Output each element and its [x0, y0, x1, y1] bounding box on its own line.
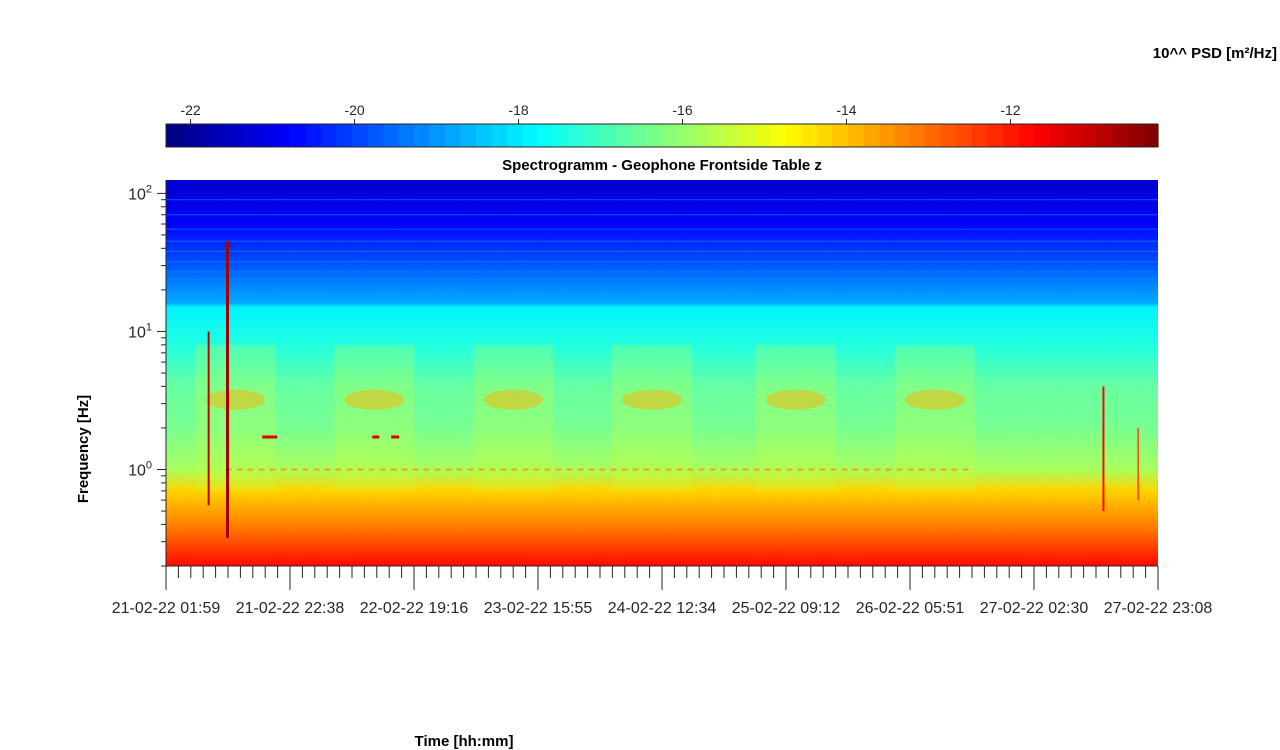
colorbar-swatch: [894, 124, 911, 147]
colorbar-swatch: [677, 124, 694, 147]
colorbar-swatch: [383, 124, 400, 147]
colorbar-swatch: [445, 124, 462, 147]
colorbar-swatch: [305, 124, 322, 147]
colorbar-swatch: [181, 124, 198, 147]
colorbar-swatch: [1065, 124, 1082, 147]
colorbar-swatch: [956, 124, 973, 147]
colorbar-swatch: [398, 124, 415, 147]
colorbar-swatch: [910, 124, 927, 147]
colorbar-swatch: [941, 124, 958, 147]
colorbar-label: 10^^ PSD [m²/Hz]: [1153, 45, 1277, 62]
colorbar-swatch: [646, 124, 663, 147]
colorbar-swatch: [197, 124, 214, 147]
colorbar-swatch: [584, 124, 601, 147]
colorbar-swatch: [863, 124, 880, 147]
colorbar-swatch: [1049, 124, 1066, 147]
colorbar-swatch: [724, 124, 741, 147]
colorbar-swatch: [987, 124, 1004, 147]
colorbar-swatch: [972, 124, 989, 147]
colorbar-swatch: [569, 124, 586, 147]
x-tick-label: 22-02-22 19:16: [360, 600, 469, 617]
colorbar-swatch: [832, 124, 849, 147]
colorbar-swatch: [166, 124, 183, 147]
colorbar-swatch: [1096, 124, 1113, 147]
colorbar-swatch: [367, 124, 384, 147]
colorbar-swatch: [429, 124, 446, 147]
x-axis: 21-02-22 01:59 21-02-22 22:38 22-02-22 19:…: [112, 565, 1213, 617]
colorbar-swatch: [336, 124, 353, 147]
colorbar-tick-label: -14: [836, 102, 856, 118]
colorbar-swatch: [553, 124, 570, 147]
colorbar-swatch: [1003, 124, 1020, 147]
x-tick-label: 27-02-22 02:30: [980, 600, 1089, 617]
colorbar-swatch: [925, 124, 942, 147]
colorbar-swatch: [321, 124, 338, 147]
colorbar-swatch: [1018, 124, 1035, 147]
colorbar-swatch: [817, 124, 834, 147]
colorbar-swatch: [879, 124, 896, 147]
colorbar-swatch: [212, 124, 229, 147]
colorbar-frame: [165, 123, 1159, 148]
x-tick-label: 27-02-22 23:08: [1104, 600, 1213, 617]
colorbar-swatch: [491, 124, 508, 147]
y-axis: 102 101 100: [128, 180, 167, 567]
colorbar-swatch: [770, 124, 787, 147]
y-tick-label: 100: [128, 460, 152, 480]
x-tick-label: 26-02-22 05:51: [856, 600, 965, 617]
spectrogram-image: [166, 180, 1158, 566]
y-axis-label: Frequency [Hz]: [75, 395, 92, 503]
colorbar-swatch: [801, 124, 818, 147]
chart-title: Spectrogramm - Geophone Frontside Table …: [502, 157, 822, 174]
colorbar-swatch: [538, 124, 555, 147]
colorbar-tick-label: -18: [508, 102, 528, 118]
x-tick-label: 25-02-22 09:12: [732, 600, 841, 617]
colorbar-swatch: [631, 124, 648, 147]
x-tick-label: 21-02-22 01:59: [112, 600, 221, 617]
colorbar-swatch: [1127, 124, 1144, 147]
colorbar-swatch: [1142, 124, 1159, 147]
colorbar-swatch: [476, 124, 493, 147]
x-axis-label: Time [hh:mm]: [415, 733, 514, 750]
x-tick-label: 23-02-22 15:55: [484, 600, 593, 617]
colorbar-swatch: [507, 124, 524, 147]
colorbar-swatch: [1034, 124, 1051, 147]
colorbar-swatch: [522, 124, 539, 147]
colorbar-swatch: [228, 124, 245, 147]
colorbar-swatch: [708, 124, 725, 147]
colorbar-swatch: [662, 124, 679, 147]
colorbar-swatch: [1080, 124, 1097, 147]
colorbar: [166, 124, 1159, 147]
y-tick-label: 102: [128, 183, 152, 203]
colorbar-swatch: [739, 124, 756, 147]
colorbar-swatch: [615, 124, 632, 147]
colorbar-swatch: [755, 124, 772, 147]
colorbar-swatch: [259, 124, 276, 147]
colorbar-swatch: [600, 124, 617, 147]
colorbar-swatch: [243, 124, 260, 147]
x-tick-label: 21-02-22 22:38: [236, 600, 345, 617]
x-tick-label: 24-02-22 12:34: [608, 600, 717, 617]
colorbar-swatch: [414, 124, 431, 147]
colorbar-swatch: [274, 124, 291, 147]
colorbar-tick-label: -20: [344, 102, 364, 118]
colorbar-swatch: [786, 124, 803, 147]
colorbar-swatch: [693, 124, 710, 147]
spectrogram-noise: [166, 180, 1158, 566]
colorbar-tick-label: -22: [180, 102, 200, 118]
colorbar-tick-label: -12: [1000, 102, 1020, 118]
colorbar-swatch: [352, 124, 369, 147]
colorbar-swatch: [460, 124, 477, 147]
colorbar-swatch: [1111, 124, 1128, 147]
colorbar-tick-label: -16: [672, 102, 692, 118]
y-tick-label: 101: [128, 321, 152, 341]
colorbar-swatch: [290, 124, 307, 147]
colorbar-swatch: [848, 124, 865, 147]
